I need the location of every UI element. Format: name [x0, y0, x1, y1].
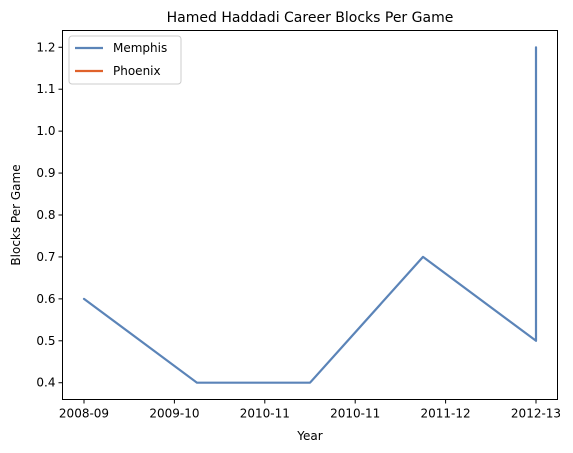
legend: Memphis Phoenix — [68, 35, 182, 85]
y-axis-label: Blocks Per Game — [9, 164, 23, 265]
x-axis-label: Year — [296, 429, 322, 443]
x-tick-label: 2010-11 — [330, 407, 380, 421]
y-tick-label: 0.8 — [36, 208, 55, 222]
x-tick-label: 2012-13 — [511, 407, 561, 421]
y-tick-label: 1.0 — [36, 124, 55, 138]
x-tick-label: 2009-10 — [149, 407, 199, 421]
y-tick-label: 0.4 — [36, 376, 55, 390]
chart-title: Hamed Haddadi Career Blocks Per Game — [167, 10, 454, 26]
legend-label-memphis: Memphis — [113, 41, 167, 55]
y-tick-label: 0.9 — [36, 166, 55, 180]
y-tick-label: 1.1 — [36, 82, 55, 96]
x-tick-label: 2008-09 — [59, 407, 109, 421]
x-tick-label: 2011-12 — [421, 407, 471, 421]
plot-frame — [62, 30, 558, 400]
x-tick-label: 2010-11 — [240, 407, 290, 421]
y-tick-label: 0.7 — [36, 250, 55, 264]
series-line-memphis — [82, 46, 538, 384]
y-tick-label: 0.6 — [36, 292, 55, 306]
legend-label-phoenix: Phoenix — [113, 64, 161, 78]
y-tick-label: 1.2 — [36, 40, 55, 54]
y-tick-label: 0.5 — [36, 334, 55, 348]
